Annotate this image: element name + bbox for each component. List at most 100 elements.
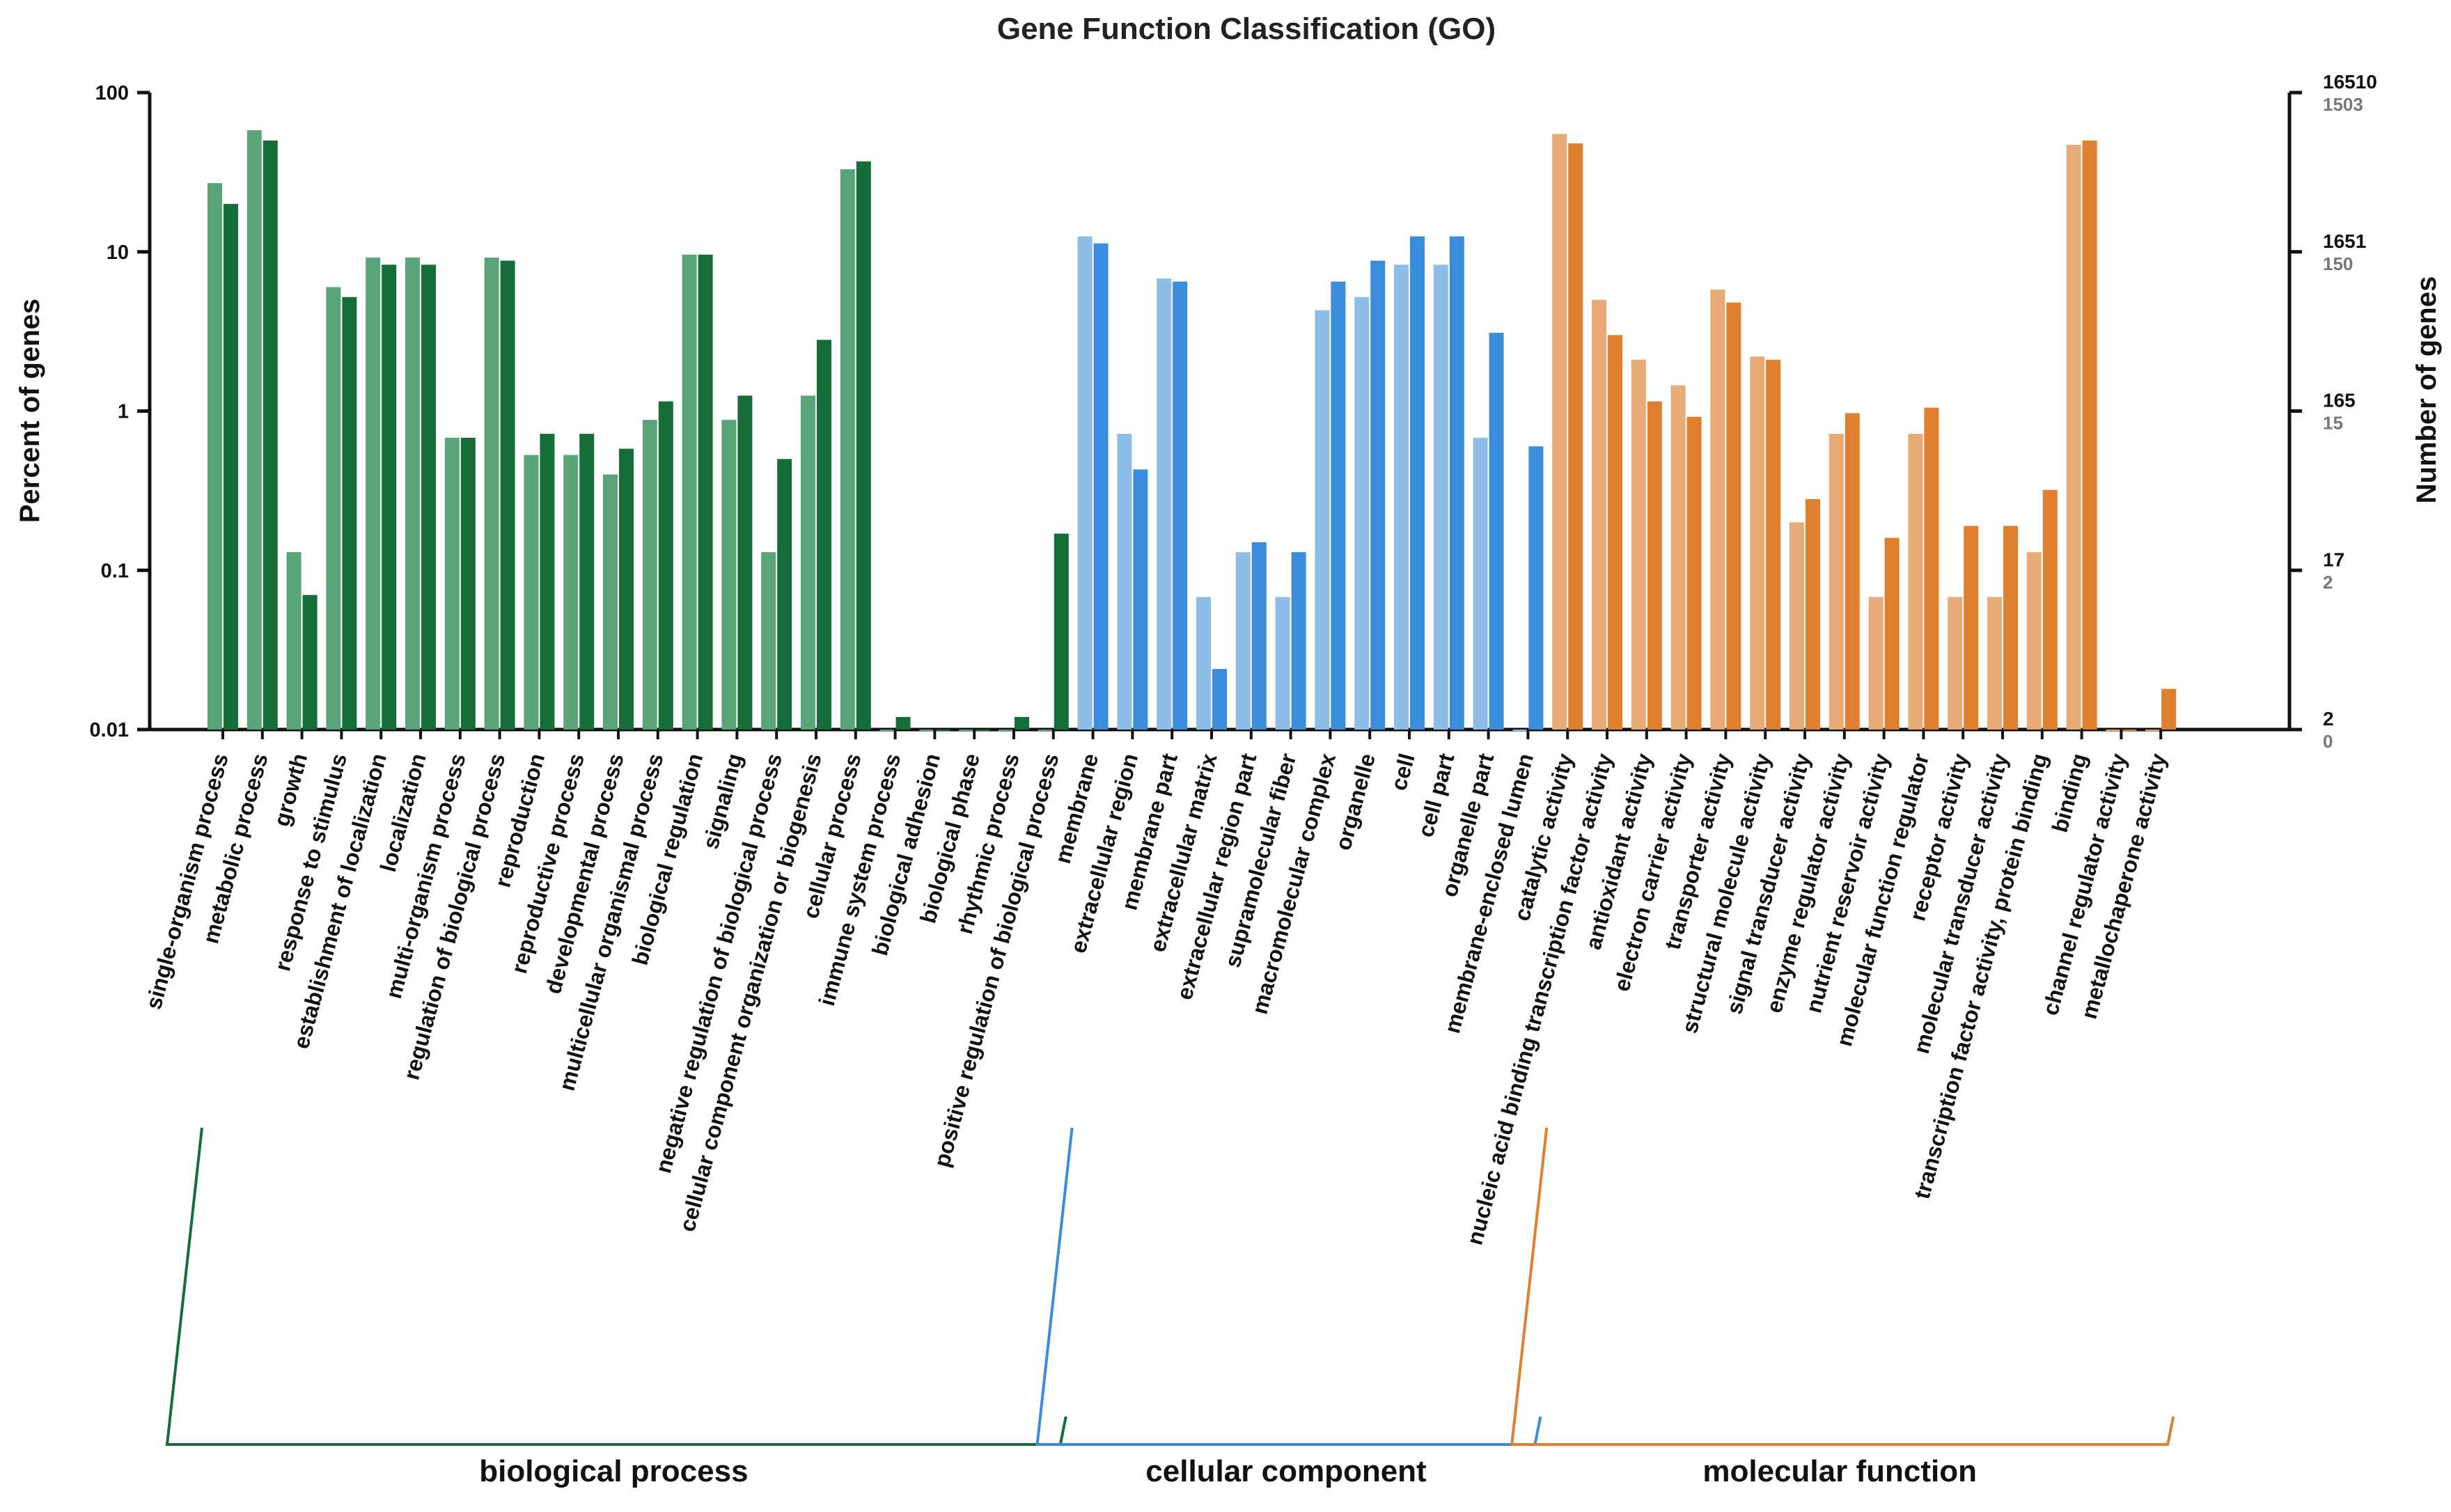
bar-dark [856,161,871,730]
bar-dark [1884,537,1900,730]
bar-dark [1133,469,1148,730]
bar-light [246,130,262,730]
bar-light [642,420,657,730]
right-tick-label-b: 150 [2323,253,2353,274]
bar-light [1315,310,1330,730]
right-tick-label-a: 1651 [2323,230,2366,252]
bar-dark [1924,407,1939,730]
bar-light [1235,552,1251,730]
bar-dark [1370,260,1386,730]
bar-dark [2161,688,2177,730]
bar-dark [540,434,555,730]
bar-light [801,395,815,730]
bar-dark [1173,281,1188,730]
bar-dark [460,437,476,730]
left-tick-label: 0.01 [90,719,129,741]
bar-light [563,455,579,730]
category-label: cell part [1413,750,1459,840]
group-brackets: biological process cellular component mole… [165,1127,2175,1488]
bar-dark [817,340,831,730]
bar-light [1908,434,1923,730]
bar-dark [1845,413,1860,730]
bar-light [1473,437,1488,730]
bar-light [1790,522,1804,730]
right-tick-label-b: 15 [2323,413,2343,434]
bar-light [721,420,737,730]
bar-light [484,258,499,730]
y-axis-title-right: Number of genes [2411,276,2442,504]
bar-dark [579,434,595,730]
bar-dark [658,401,673,730]
bar-light [1077,236,1093,730]
bar-light [1948,597,1963,730]
bar-light [999,730,1013,731]
bar-light [2106,730,2121,731]
bar-dark [1093,243,1109,730]
bar-light [1196,597,1211,730]
bar-dark [342,297,357,730]
bar-light [405,258,420,730]
bar-light [1829,434,1844,730]
bar-dark [1766,359,1781,730]
bar-light [1592,299,1606,730]
bar-light [1868,597,1884,730]
bar-dark [1726,302,1741,730]
right-tick-label-b: 2 [2323,572,2333,592]
right-tick-label-b: 0 [2323,731,2333,752]
bar-light [207,183,222,730]
bar-dark [382,265,397,730]
bar-dark [1212,669,1227,730]
bar-light [1275,597,1290,730]
left-axis-ticks: 100 10 1 0.1 0.01 [90,82,150,741]
left-tick-label: 100 [95,82,129,104]
bar-dark [2082,140,2097,730]
bar-dark [737,395,753,730]
bar-dark [1608,335,1622,730]
bars [207,130,2177,739]
y-axis-title-left: Percent of genes [15,299,45,523]
right-tick-label-a: 2 [2323,708,2334,730]
bar-dark [1291,552,1306,730]
category-label: binding [2047,750,2092,835]
bar-dark [1647,401,1662,730]
right-tick-label-b: 1503 [2323,94,2363,115]
bar-dark [302,594,318,730]
bar-light [959,730,974,731]
bar-light [919,730,934,731]
bar-light [2066,145,2081,730]
category-label: growth [269,750,312,828]
bar-light [879,730,895,731]
bar-dark [698,254,713,730]
bar-dark [2003,526,2018,730]
bar-dark [1806,498,1820,730]
bar-dark [263,140,278,730]
group-label: cellular component [1145,1454,1427,1488]
bar-light [286,552,302,730]
bar-dark [2122,730,2137,731]
bar-dark [975,730,990,731]
bar-light [1433,265,1448,730]
bar-light [326,287,341,730]
bar-dark [1054,533,1069,730]
bar-dark [1410,236,1425,730]
category-label: cell [1386,750,1420,793]
bar-light [524,455,539,730]
bar-dark [421,265,436,730]
left-tick-label: 10 [107,242,129,264]
right-tick-label-a: 17 [2323,549,2344,570]
bar-light [603,474,618,730]
bar-light [682,254,697,730]
bar-light [1750,356,1765,730]
right-tick-label-a: 165 [2323,390,2356,411]
bar-light [366,258,381,730]
bar-dark [1964,526,1979,730]
bar-light [1552,134,1567,730]
bar-dark [777,459,792,730]
group-bracket [1510,1127,2175,1446]
bar-light [444,437,460,730]
group-label: molecular function [1702,1454,1977,1488]
bar-dark [1449,236,1464,730]
